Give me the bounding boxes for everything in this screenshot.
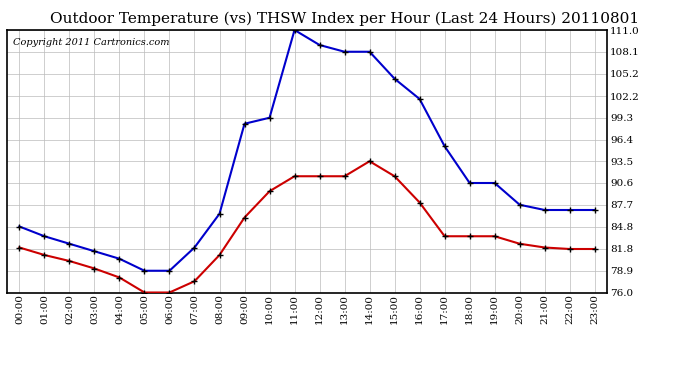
- Text: Outdoor Temperature (vs) THSW Index per Hour (Last 24 Hours) 20110801: Outdoor Temperature (vs) THSW Index per …: [50, 11, 640, 26]
- Text: Copyright 2011 Cartronics.com: Copyright 2011 Cartronics.com: [13, 38, 170, 47]
